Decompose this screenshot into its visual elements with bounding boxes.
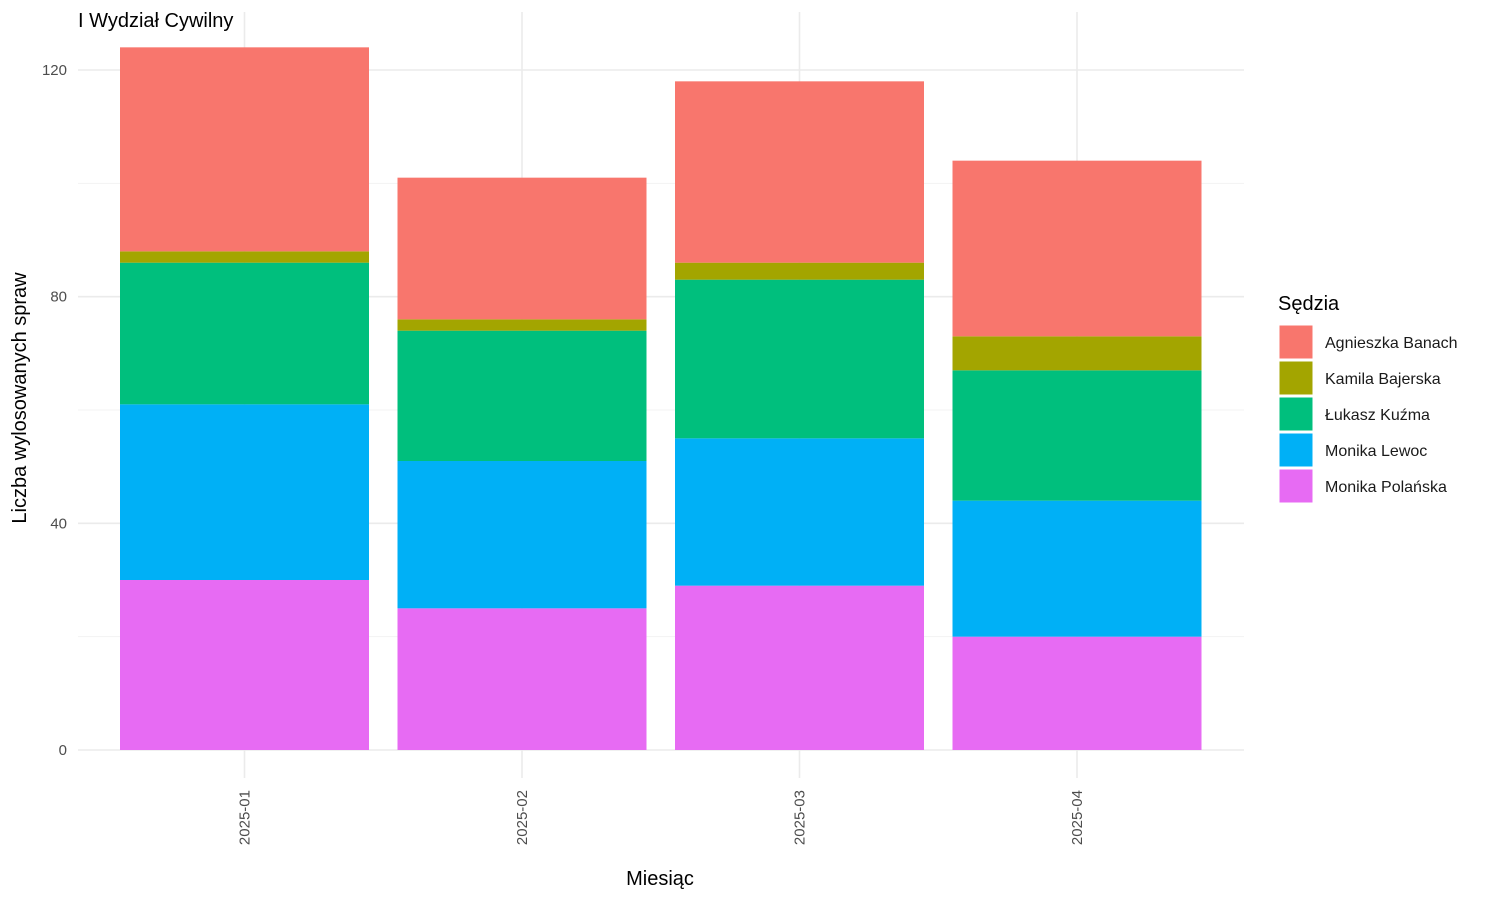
x-axis-ticks: 2025-01 2025-02 2025-03 2025-04 xyxy=(237,790,1087,845)
x-tick-label: 2025-03 xyxy=(792,790,809,845)
bar-segment xyxy=(397,319,647,331)
x-axis-title: Miesiąc xyxy=(626,868,694,890)
x-tick-label: 2025-04 xyxy=(1069,790,1086,845)
legend-label: Monika Polańska xyxy=(1325,479,1447,496)
bars xyxy=(120,47,1202,750)
legend-key xyxy=(1278,324,1314,360)
legend-label: Kamila Bajerska xyxy=(1325,371,1441,388)
y-axis-ticks: 0 40 80 120 xyxy=(42,62,67,759)
y-axis-title: Liczba wylosowanych spraw xyxy=(9,272,31,524)
bar-segment xyxy=(952,370,1202,501)
bar-segment xyxy=(952,500,1202,637)
legend-key xyxy=(1278,396,1314,432)
bar-segment xyxy=(675,279,924,439)
x-tick-label: 2025-02 xyxy=(514,790,531,845)
legend-key xyxy=(1278,468,1314,504)
bar-segment xyxy=(120,404,369,580)
legend-key xyxy=(1278,432,1314,468)
bar-segment xyxy=(120,262,369,405)
bar-segment xyxy=(397,608,647,750)
legend: Sędzia Agnieszka Banach Kamila Bajerska Łu… xyxy=(1278,293,1458,504)
bar-segment xyxy=(397,177,647,320)
bar-segment xyxy=(952,636,1202,750)
y-tick-label: 40 xyxy=(50,515,67,532)
legend-title: Sędzia xyxy=(1278,293,1340,315)
chart-title: I Wydział Cywilny xyxy=(78,10,233,32)
bar-segment xyxy=(120,580,369,750)
bar-segment xyxy=(952,160,1202,337)
bar-segment xyxy=(675,81,924,263)
legend-label: Agnieszka Banach xyxy=(1325,335,1458,352)
bar-segment xyxy=(675,262,924,280)
bar-segment xyxy=(952,336,1202,371)
bar-segment xyxy=(675,438,924,586)
x-tick-label: 2025-01 xyxy=(237,790,254,845)
bar-segment xyxy=(397,461,647,609)
bar-segment xyxy=(120,251,369,263)
legend-label: Łukasz Kuźma xyxy=(1325,407,1430,424)
y-tick-label: 120 xyxy=(42,62,67,79)
bar-segment xyxy=(120,47,369,252)
y-tick-label: 0 xyxy=(59,742,67,759)
legend-label: Monika Lewoc xyxy=(1325,443,1427,460)
bar-segment xyxy=(397,330,647,461)
legend-key xyxy=(1278,360,1314,396)
bar-segment xyxy=(675,585,924,750)
y-tick-label: 80 xyxy=(50,289,67,306)
